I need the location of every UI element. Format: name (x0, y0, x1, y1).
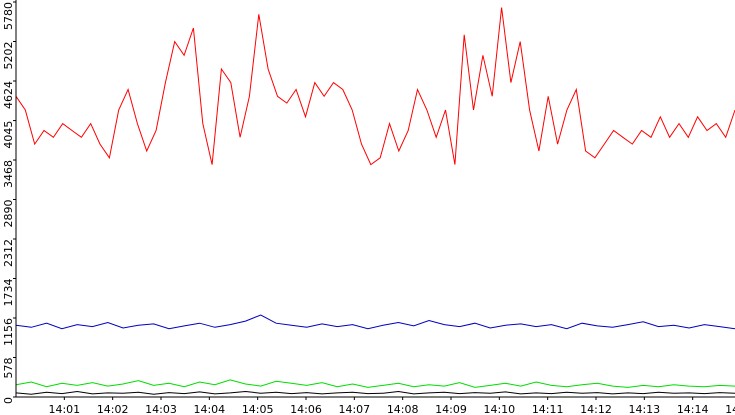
x-tick-label: 14:13 (628, 403, 660, 415)
series-line (15, 314, 735, 330)
x-tick-label: 14:05 (242, 403, 274, 415)
x-tick-label: 14:04 (193, 403, 225, 415)
x-tick-label: 14:02 (97, 403, 129, 415)
x-tick-label: 14:10 (483, 403, 515, 415)
x-tick-label: 14:01 (48, 403, 80, 415)
x-tick-label: 14:15 (725, 403, 735, 415)
x-tick-label: 14:03 (145, 403, 177, 415)
y-tick-label: 4624 (2, 81, 15, 109)
y-tick-label: 2890 (2, 200, 15, 228)
x-tick-label: 14:08 (387, 403, 419, 415)
y-tick-label: 1156 (2, 318, 15, 346)
x-tick-label: 14:09 (435, 403, 467, 415)
x-tick-label: 14:14 (677, 403, 709, 415)
y-tick-label: 1734 (2, 279, 15, 307)
x-tick-label: 14:06 (290, 403, 322, 415)
y-tick-label: 5202 (2, 42, 15, 70)
y-tick-label: 3468 (2, 160, 15, 188)
y-tick-label: 5780 (2, 2, 15, 30)
series-line (15, 390, 735, 395)
x-tick-label: 14:12 (580, 403, 612, 415)
x-tick-label: 14:07 (338, 403, 370, 415)
y-tick-label: 2312 (2, 239, 15, 267)
y-tick-label: 4045 (2, 121, 15, 149)
series-line (15, 7, 735, 166)
y-tick-label: 578 (2, 358, 15, 379)
x-tick-label: 14:11 (532, 403, 564, 415)
series-line (15, 379, 735, 388)
y-tick-label: 0 (2, 397, 15, 404)
